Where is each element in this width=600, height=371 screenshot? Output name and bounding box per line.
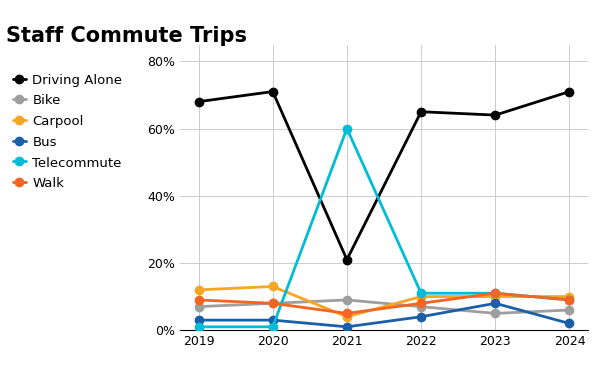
Carpool — [195, 288, 202, 292]
Bus — [566, 321, 573, 326]
Bike — [343, 298, 350, 302]
Bus — [343, 325, 350, 329]
Legend: Driving Alone, Bike, Carpool, Bus, Telecommute, Walk: Driving Alone, Bike, Carpool, Bus, Telec… — [13, 73, 122, 190]
Walk — [491, 291, 499, 295]
Text: Staff Commute Trips: Staff Commute Trips — [6, 26, 247, 46]
Carpool — [491, 294, 499, 299]
Driving Alone — [418, 109, 425, 114]
Bike — [195, 305, 202, 309]
Line: Driving Alone: Driving Alone — [194, 88, 574, 264]
Bus — [418, 315, 425, 319]
Bike — [418, 305, 425, 309]
Line: Telecommute: Telecommute — [194, 124, 574, 331]
Walk — [566, 298, 573, 302]
Driving Alone — [491, 113, 499, 117]
Telecommute — [418, 291, 425, 295]
Driving Alone — [566, 89, 573, 94]
Bike — [269, 301, 277, 306]
Carpool — [343, 315, 350, 319]
Bus — [269, 318, 277, 322]
Line: Carpool: Carpool — [194, 282, 574, 321]
Carpool — [418, 294, 425, 299]
Driving Alone — [343, 257, 350, 262]
Carpool — [566, 294, 573, 299]
Bus — [195, 318, 202, 322]
Bike — [566, 308, 573, 312]
Line: Bus: Bus — [194, 299, 574, 331]
Telecommute — [491, 291, 499, 295]
Telecommute — [195, 325, 202, 329]
Walk — [269, 301, 277, 306]
Telecommute — [343, 126, 350, 131]
Telecommute — [566, 298, 573, 302]
Line: Walk: Walk — [194, 289, 574, 318]
Driving Alone — [195, 99, 202, 104]
Bike — [491, 311, 499, 316]
Walk — [195, 298, 202, 302]
Walk — [343, 311, 350, 316]
Line: Bike: Bike — [194, 296, 574, 318]
Walk — [418, 301, 425, 306]
Telecommute — [269, 325, 277, 329]
Bus — [491, 301, 499, 306]
Driving Alone — [269, 89, 277, 94]
Carpool — [269, 284, 277, 289]
